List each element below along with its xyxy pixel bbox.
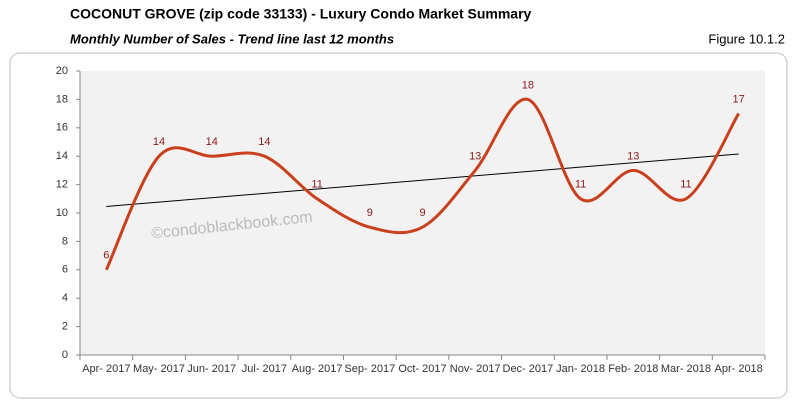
- data-label: 11: [575, 179, 586, 191]
- y-tick-label: 16: [56, 122, 68, 134]
- x-tick-label: Jul- 2017: [242, 363, 287, 375]
- data-label: 13: [469, 150, 481, 162]
- x-tick-label: Oct- 2017: [398, 363, 446, 375]
- data-label: 14: [206, 136, 218, 148]
- x-tick-label: Apr- 2018: [714, 363, 762, 375]
- x-tick-label: May- 2017: [133, 363, 185, 375]
- x-tick-label: Dec- 2017: [503, 363, 554, 375]
- data-label: 9: [367, 207, 373, 219]
- y-tick-label: 18: [56, 93, 68, 105]
- y-tick-label: 2: [62, 321, 68, 333]
- data-label: 11: [680, 179, 691, 191]
- y-tick-label: 0: [62, 349, 68, 361]
- y-tick-label: 14: [56, 150, 68, 162]
- data-label: 9: [419, 207, 425, 219]
- data-label: 18: [522, 79, 534, 91]
- chart-subtitle: Monthly Number of Sales - Trend line las…: [70, 31, 394, 46]
- y-tick-label: 8: [62, 235, 68, 247]
- data-label: 17: [733, 94, 745, 106]
- x-tick-label: Aug- 2017: [292, 363, 343, 375]
- trend-line: [106, 153, 739, 207]
- y-tick-label: 4: [62, 292, 68, 304]
- figure-label: Figure 10.1.2: [708, 31, 785, 46]
- x-tick-label: Feb- 2018: [608, 363, 658, 375]
- sales-line: [104, 97, 740, 271]
- x-tick-label: Mar- 2018: [661, 363, 711, 375]
- data-label: 11: [311, 179, 322, 191]
- chart-title: COCONUT GROVE (zip code 33133) - Luxury …: [70, 6, 532, 22]
- y-tick-label: 12: [56, 179, 68, 191]
- y-tick-label: 10: [56, 207, 68, 219]
- x-tick-label: Jan- 2018: [556, 363, 605, 375]
- y-tick-label: 20: [56, 65, 68, 77]
- data-label: 14: [153, 136, 165, 148]
- x-tick-label: Jun- 2017: [187, 363, 236, 375]
- plot-area: [80, 71, 765, 355]
- data-label: 14: [258, 136, 270, 148]
- data-label: 6: [103, 250, 109, 262]
- x-tick-label: Sep- 2017: [344, 363, 395, 375]
- x-tick-label: Nov- 2017: [450, 363, 501, 375]
- x-tick-label: Apr- 2017: [82, 363, 130, 375]
- data-label: 13: [627, 150, 639, 162]
- y-tick-label: 6: [62, 264, 68, 276]
